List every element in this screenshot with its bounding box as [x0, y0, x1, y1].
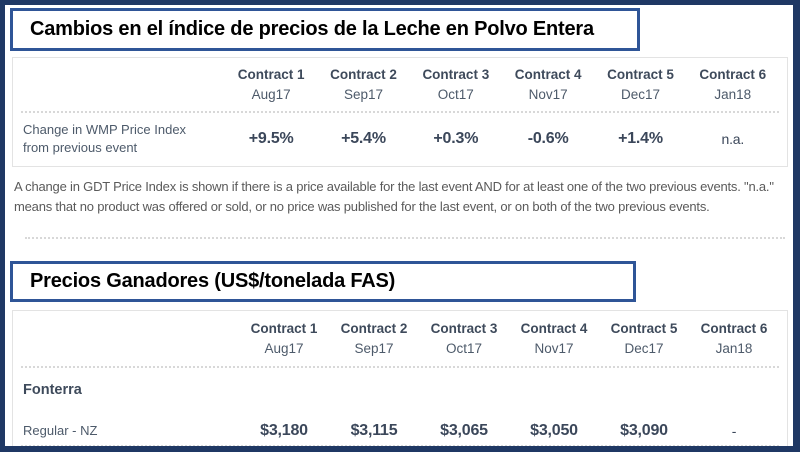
contract-4-header: Contract 4: [514, 67, 582, 82]
contract-6-header: Contract 6: [699, 67, 767, 82]
price-contract-4: $3,050: [530, 422, 578, 439]
contract-6-month: Jan18: [715, 341, 753, 356]
prices-table-header-row: Contract 1 Aug17 Contract 2 Sep17 Contra…: [13, 311, 787, 358]
wmp-change-contract-2: +5.4%: [341, 130, 386, 147]
contract-2-month: Sep17: [354, 341, 394, 356]
footnote-line-1: A change in GDT Price Index is shown if …: [14, 179, 774, 194]
contract-3-header: Contract 3: [430, 321, 498, 336]
wmp-index-table: Contract 1 Aug17 Contract 2 Sep17 Contra…: [12, 57, 788, 167]
contract-5-month: Dec17: [620, 87, 660, 102]
contract-2-header: Contract 2: [330, 67, 397, 82]
contract-4-month: Nov17: [534, 341, 574, 356]
contract-4-month: Nov17: [528, 87, 568, 102]
price-contract-5: $3,090: [620, 422, 668, 439]
regular-nz-data-row: Regular - NZ $3,180 $3,115 $3,065 $3,050…: [13, 413, 787, 449]
wmp-table-header-row: Contract 1 Aug17 Contract 2 Sep17 Contra…: [13, 58, 787, 104]
column-header: Contract 4 Nov17: [509, 319, 599, 358]
column-header: Contract 5 Dec17: [599, 319, 689, 358]
contract-4-header: Contract 4: [520, 321, 588, 336]
column-header: Contract 3 Oct17: [419, 319, 509, 358]
product-row-label: Regular - NZ: [23, 423, 98, 438]
section1-title: Cambios en el índice de precios de la Le…: [30, 18, 594, 40]
column-header: Contract 5 Dec17: [594, 65, 686, 104]
column-header: Contract 6 Jan18: [687, 65, 779, 104]
contract-6-header: Contract 6: [700, 321, 768, 336]
fonterra-group-row: Fonterra: [13, 377, 787, 403]
contract-1-header: Contract 1: [237, 67, 305, 82]
row-label: Change in WMP Price Index from previous …: [23, 122, 187, 155]
header-separator: [21, 111, 779, 113]
contract-5-month: Dec17: [624, 341, 664, 356]
section2-title-box: Precios Ganadores (US$/tonelada FAS): [10, 261, 636, 302]
wmp-change-contract-1: +9.5%: [248, 130, 294, 147]
contract-2-month: Sep17: [343, 87, 384, 102]
wmp-change-contract-5: +1.4%: [618, 130, 663, 147]
column-header: Contract 3 Oct17: [410, 65, 502, 104]
wmp-change-contract-6: n.a.: [721, 131, 745, 147]
column-header: Contract 4 Nov17: [502, 65, 594, 104]
contract-6-month: Jan18: [714, 87, 752, 102]
price-contract-3: $3,065: [440, 422, 488, 439]
section1-title-box: Cambios en el índice de precios de la Le…: [10, 8, 640, 51]
wmp-change-contract-4: -0.6%: [527, 130, 569, 147]
contract-2-header: Contract 2: [340, 321, 408, 336]
row-separator: [21, 445, 779, 447]
contract-5-header: Contract 5: [610, 321, 678, 336]
footnote-line-2: means that no product was offered or sol…: [14, 199, 710, 214]
header-spacer: [13, 319, 239, 358]
contract-3-header: Contract 3: [422, 67, 490, 82]
header-spacer: [13, 65, 225, 104]
column-header: Contract 1 Aug17: [239, 319, 329, 358]
section-divider: [25, 237, 785, 239]
column-header: Contract 1 Aug17: [225, 65, 317, 104]
wmp-change-contract-3: +0.3%: [433, 130, 479, 147]
price-contract-2: $3,115: [350, 422, 398, 439]
header-separator: [21, 366, 779, 368]
price-contract-6: -: [731, 423, 737, 439]
winning-prices-table: Contract 1 Aug17 Contract 2 Sep17 Contra…: [12, 310, 788, 452]
seller-group-label: Fonterra: [23, 382, 82, 398]
column-header: Contract 2 Sep17: [317, 65, 409, 104]
column-header: Contract 6 Jan18: [689, 319, 779, 358]
contract-5-header: Contract 5: [607, 67, 674, 82]
price-contract-1: $3,180: [260, 422, 308, 439]
section2-title: Precios Ganadores (US$/tonelada FAS): [30, 270, 396, 292]
contract-1-header: Contract 1: [250, 321, 318, 336]
contract-1-month: Aug17: [251, 87, 291, 102]
wmp-index-data-row: Change in WMP Price Index from previous …: [13, 114, 787, 164]
contract-1-month: Aug17: [264, 341, 304, 356]
gdt-footnote: A change in GDT Price Index is shown if …: [14, 177, 792, 217]
contract-3-month: Oct17: [437, 87, 474, 102]
contract-3-month: Oct17: [445, 341, 483, 356]
column-header: Contract 2 Sep17: [329, 319, 419, 358]
